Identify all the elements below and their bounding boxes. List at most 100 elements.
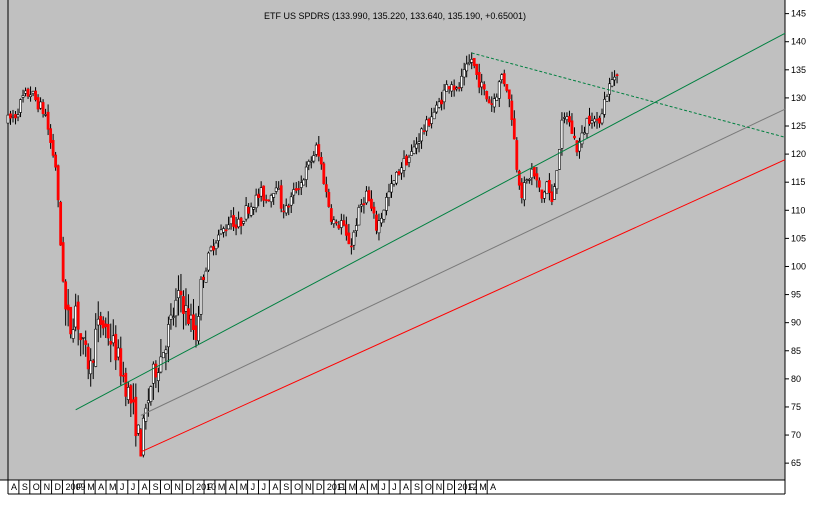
- candle-down: [502, 73, 506, 85]
- x-tick-label: M: [349, 482, 357, 492]
- y-axis: 65 70 75 80 85 90 95 100 105 110 115 120 125 130 135 14…: [785, 9, 806, 468]
- x-tick-label: S: [283, 482, 289, 492]
- candle-up: [435, 104, 439, 113]
- candle-down: [109, 341, 113, 345]
- candle-up: [560, 119, 564, 149]
- candle-up: [217, 234, 220, 241]
- x-tick-label: J: [120, 482, 125, 492]
- candle-down: [114, 333, 118, 361]
- x-tick-label: J: [381, 482, 386, 492]
- y-tick-label: 140: [791, 37, 806, 47]
- candle-up: [608, 83, 611, 95]
- y-tick-label: 75: [791, 402, 801, 412]
- candle-down: [119, 348, 123, 377]
- x-tick-label: S: [22, 482, 28, 492]
- candle-down: [224, 229, 228, 232]
- candle-up: [6, 114, 10, 124]
- chart-title: ETF US SPDRS (133.990, 135.220, 133.640,…: [264, 11, 526, 21]
- candle-down: [66, 304, 70, 311]
- candle-up: [292, 189, 296, 196]
- candle-down: [234, 224, 238, 229]
- candle-up: [162, 352, 165, 359]
- candle-up: [167, 324, 170, 348]
- candle-up: [467, 62, 471, 64]
- candle-down: [573, 135, 576, 139]
- candle-down: [370, 198, 373, 209]
- candle-down: [532, 166, 536, 177]
- candle-down: [104, 323, 108, 328]
- candle-down: [344, 224, 348, 236]
- y-tick-label: 105: [791, 233, 806, 243]
- y-tick-label: 125: [791, 121, 806, 131]
- x-tick-label: N: [174, 482, 181, 492]
- x-tick-label: A: [98, 482, 104, 492]
- candle-down: [452, 85, 456, 91]
- candle-up: [412, 146, 416, 154]
- candle-up: [156, 372, 160, 381]
- candle-down: [334, 221, 338, 224]
- candle-up: [392, 180, 396, 185]
- candle-down: [342, 220, 346, 226]
- candle-up: [593, 118, 596, 123]
- candle-up: [149, 386, 153, 402]
- candle-up: [387, 191, 391, 199]
- candle-up: [229, 216, 233, 225]
- x-tick-label: O: [163, 482, 170, 492]
- candle-down: [472, 57, 476, 66]
- y-tick-label: 65: [791, 458, 801, 468]
- y-tick-label: 70: [791, 430, 801, 440]
- candle-down: [520, 182, 524, 199]
- candle-down: [367, 190, 371, 202]
- x-tick-label: A: [142, 482, 148, 492]
- candle-down: [36, 97, 40, 110]
- candle-up: [580, 132, 584, 145]
- candle-up: [227, 224, 230, 230]
- candle-down: [317, 144, 321, 157]
- candle-down: [294, 188, 298, 191]
- candle-down: [615, 74, 619, 77]
- candle-up: [417, 141, 421, 144]
- candle-up: [455, 87, 459, 90]
- x-tick-label: O: [33, 482, 40, 492]
- candle-down: [139, 429, 143, 457]
- candle-down: [595, 119, 599, 121]
- candle-down: [54, 154, 58, 168]
- candle-up: [74, 305, 78, 328]
- candle-up: [445, 84, 449, 92]
- candle-down: [475, 63, 479, 75]
- candle-down: [187, 308, 190, 324]
- candle-up: [390, 183, 393, 193]
- candle-up: [81, 337, 85, 339]
- candle-up: [242, 221, 246, 224]
- x-tick-label: 2012: [458, 482, 478, 492]
- candle-down: [537, 180, 541, 188]
- candle-down: [106, 323, 110, 339]
- x-tick-label: F: [338, 482, 344, 492]
- candle-up: [207, 252, 210, 271]
- candle-down: [64, 281, 68, 310]
- candle-up: [407, 156, 411, 163]
- candle-up: [395, 171, 398, 184]
- candle-down: [457, 87, 461, 89]
- candle-up: [144, 407, 148, 422]
- candle-up: [377, 220, 381, 234]
- candle-down: [324, 184, 328, 193]
- x-tick-label: 2011: [327, 482, 346, 492]
- candle-up: [204, 270, 208, 283]
- candle-down: [84, 340, 88, 345]
- x-tick-label: S: [414, 482, 420, 492]
- x-tick-label: D: [447, 482, 454, 492]
- x-tick-label: J: [251, 482, 256, 492]
- x-tick-label: A: [359, 482, 365, 492]
- candle-down: [264, 199, 268, 201]
- candle-down: [154, 363, 158, 378]
- candle-down: [86, 346, 90, 370]
- candle-up: [89, 360, 93, 375]
- x-tick-label: D: [316, 482, 323, 492]
- candle-down: [397, 171, 401, 175]
- candle-down: [362, 203, 366, 206]
- candle-down: [287, 205, 291, 208]
- x-tick-label: M: [218, 482, 226, 492]
- candle-down: [51, 139, 55, 156]
- candle-down: [535, 173, 539, 181]
